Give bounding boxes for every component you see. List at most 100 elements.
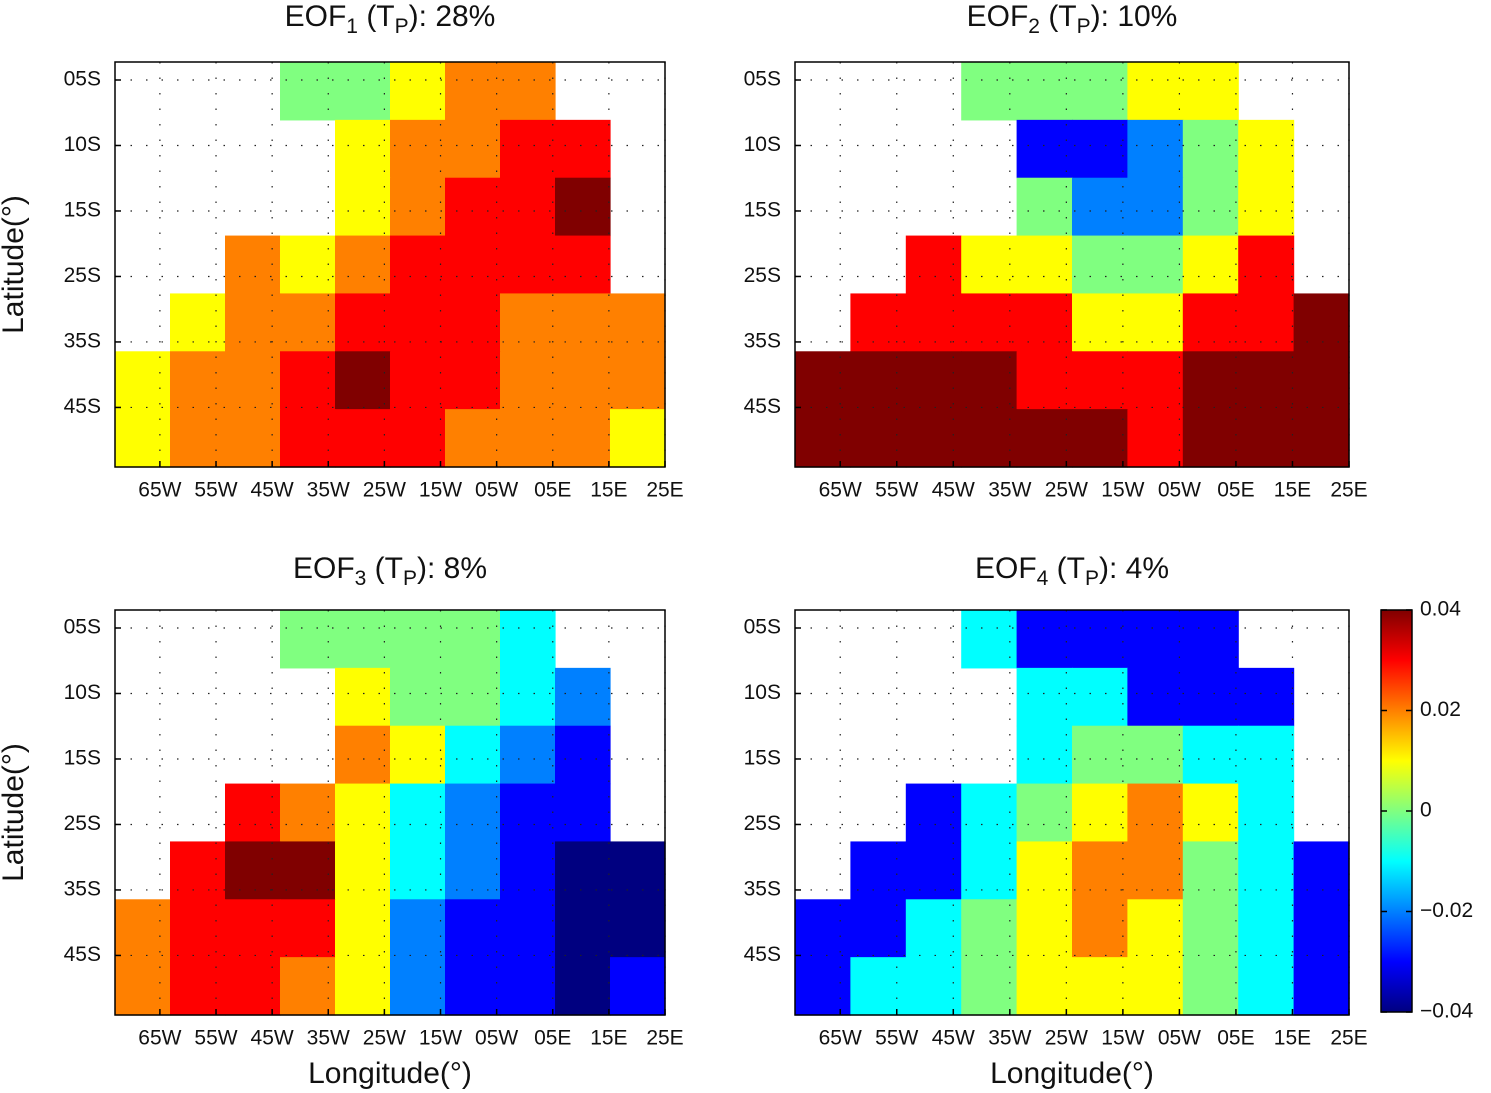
y-tick-label: 25S — [744, 812, 781, 835]
contour-cell — [1127, 409, 1184, 468]
x-tick-label: 05E — [534, 479, 571, 502]
contour-cell — [280, 62, 336, 121]
x-tick-label: 15E — [1274, 479, 1311, 502]
x-tick-label: 65W — [819, 479, 862, 502]
contour-cell — [280, 899, 336, 958]
contour-cell — [1127, 293, 1184, 352]
contour-cell — [1127, 725, 1184, 785]
contour-cell — [1238, 899, 1295, 958]
contour-cell — [225, 235, 281, 295]
contour-cell — [170, 841, 226, 900]
x-tick-label: 35W — [988, 479, 1031, 502]
contour-cell — [905, 957, 962, 1016]
contour-cell — [795, 957, 851, 1016]
title-subscript: P — [1085, 567, 1099, 590]
contour-cell — [445, 293, 501, 352]
title-text: EOF — [975, 552, 1037, 585]
x-tick-label: 25W — [363, 1027, 406, 1050]
contour-cell — [1127, 667, 1184, 727]
title-text: ): 10% — [1091, 0, 1178, 33]
contour-cell — [961, 62, 1018, 121]
contour-cell — [1238, 725, 1295, 785]
contour-cell — [555, 957, 611, 1016]
contour-cell — [500, 409, 556, 468]
x-tick-label: 05E — [1217, 479, 1254, 502]
contour-cell — [1016, 119, 1073, 179]
contour-cell — [1016, 899, 1073, 958]
contour-cell — [850, 409, 907, 468]
contour-cell — [1016, 351, 1073, 410]
panel-title: EOF1 (TP): 28% — [285, 0, 496, 38]
contour-cell — [1016, 409, 1073, 468]
contour-cell — [1293, 293, 1350, 352]
title-text: (T — [358, 0, 395, 33]
contour-cell — [555, 235, 611, 295]
contour-cell — [1182, 957, 1239, 1016]
title-subscript: 4 — [1037, 567, 1049, 590]
contour-cell — [1127, 610, 1184, 669]
y-tick-label: 45S — [744, 943, 781, 966]
contour-cell — [1072, 957, 1128, 1016]
contour-cell — [115, 351, 171, 410]
contour-cell — [390, 293, 446, 352]
contour-cell — [1016, 783, 1073, 843]
contour-cell — [1016, 610, 1073, 669]
y-axis-label: Latitude(°) — [0, 195, 30, 334]
contour-cell — [610, 957, 666, 1016]
contour-cell — [1238, 177, 1295, 237]
contour-cell — [445, 899, 501, 958]
contour-cell — [500, 957, 556, 1016]
contour-cell — [500, 235, 556, 295]
panel-title: EOF3 (TP): 8% — [293, 552, 487, 590]
contour-cell — [445, 841, 501, 900]
contour-cell — [1238, 235, 1295, 295]
contour-cell — [850, 293, 907, 352]
x-tick-label: 55W — [875, 479, 918, 502]
contour-cell — [1127, 62, 1184, 121]
contour-cell — [1127, 957, 1184, 1016]
x-tick-label: 25W — [1045, 479, 1088, 502]
contour-cell — [335, 957, 391, 1016]
x-axis-label: Longitude(°) — [990, 1057, 1154, 1090]
contour-cell — [390, 62, 446, 121]
contour-cell — [170, 293, 226, 352]
title-text: EOF — [293, 552, 355, 585]
x-tick-label: 45W — [932, 479, 975, 502]
contour-cell — [390, 957, 446, 1016]
contour-cell — [445, 235, 501, 295]
y-tick-label: 05S — [64, 616, 101, 639]
contour-cell — [390, 725, 446, 785]
contour-cell — [500, 293, 556, 352]
contour-cell — [445, 725, 501, 785]
contour-cell — [115, 957, 171, 1016]
contour-cell — [961, 783, 1018, 843]
y-tick-label: 45S — [64, 943, 101, 966]
contour-cell — [1127, 783, 1184, 843]
x-tick-label: 65W — [138, 479, 181, 502]
contour-cell — [850, 351, 907, 410]
contour-cell — [1127, 119, 1184, 179]
contour-cell — [500, 841, 556, 900]
y-axis-label: Latitude(°) — [0, 743, 30, 882]
contour-cell — [1016, 957, 1073, 1016]
contour-cell — [335, 293, 391, 352]
x-tick-label: 45W — [251, 1027, 294, 1050]
contour-cell — [170, 409, 226, 468]
y-tick-label: 25S — [64, 264, 101, 287]
x-tick-label: 15E — [590, 1027, 627, 1050]
contour-cell — [390, 841, 446, 900]
contour-cell — [850, 899, 907, 958]
contour-cell — [795, 409, 851, 468]
contour-cell — [905, 783, 962, 843]
x-tick-label: 25W — [1045, 1027, 1088, 1050]
contour-cell — [555, 293, 611, 352]
title-text: EOF — [967, 0, 1029, 33]
contour-cell — [500, 783, 556, 843]
contour-cell — [610, 409, 666, 468]
contour-cell — [961, 841, 1018, 900]
y-tick-label: 10S — [744, 133, 781, 156]
y-tick-label: 15S — [64, 199, 101, 222]
contour-cell — [225, 409, 281, 468]
y-tick-label: 25S — [64, 812, 101, 835]
contour-cell — [610, 899, 666, 958]
